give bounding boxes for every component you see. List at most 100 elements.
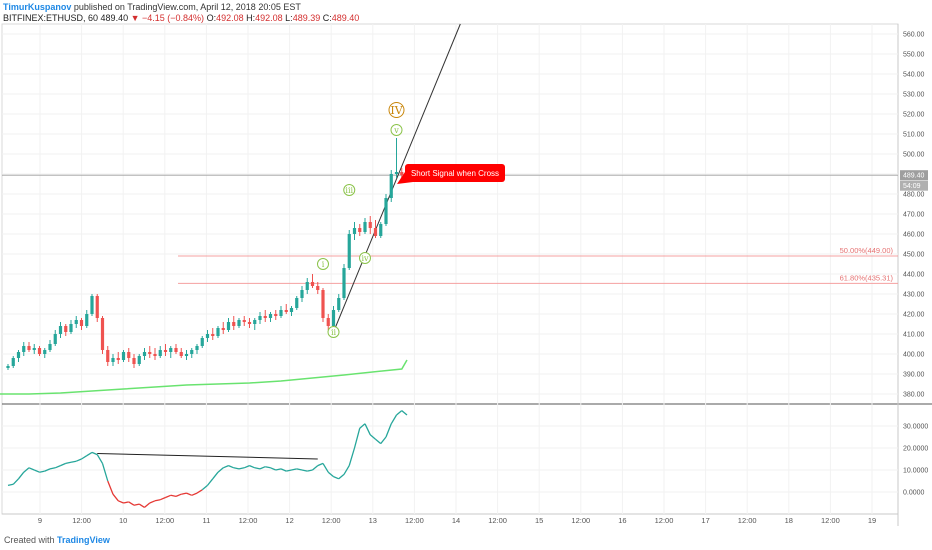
candle-body: [137, 356, 141, 364]
indicator-line-segment: [275, 468, 282, 471]
candle-body: [53, 334, 57, 344]
indicator-line-segment: [44, 468, 51, 472]
author-name[interactable]: TimurKuspanov: [3, 2, 72, 12]
price-tick-label: 420.00: [903, 312, 925, 319]
price-tick-label: 520.00: [903, 112, 925, 119]
x-tick-label: 13: [369, 516, 377, 525]
countdown-badge-text: 54:09: [903, 183, 921, 190]
x-tick-label: 12:00: [738, 516, 757, 525]
price-tick-label: 460.00: [903, 232, 925, 239]
fib-level-label: 61.80%(435.31): [840, 273, 894, 282]
indicator-line-segment: [375, 438, 382, 445]
candle-body: [116, 358, 120, 360]
callout-box: [405, 164, 505, 182]
indicator-line-segment: [369, 434, 376, 440]
indicator-line-segment: [81, 455, 88, 460]
indicator-line-segment: [170, 494, 177, 498]
wave-label-text: ii: [331, 328, 337, 337]
candle-body: [48, 344, 52, 350]
indicator-line-segment: [191, 492, 198, 496]
candle-body: [69, 324, 73, 332]
candle-body: [226, 322, 231, 330]
candle-body: [258, 316, 262, 320]
indicator-line-segment: [307, 469, 313, 472]
candle-body: [111, 358, 115, 362]
indicator-line-segment: [107, 480, 114, 495]
indicator-tick-label: 30.0000: [903, 424, 928, 431]
indicator-line-segment: [186, 492, 193, 496]
indicator-line-segment: [60, 462, 67, 467]
candle-body: [132, 358, 136, 364]
candle-body: [142, 352, 147, 356]
indicator-line-segment: [128, 501, 135, 506]
candle-body: [121, 352, 126, 360]
x-tick-label: 11: [203, 516, 211, 525]
symbol-label: BITFINEX:ETHUSD, 60: [3, 13, 99, 23]
indicator-line-segment: [401, 410, 408, 416]
candle-body: [268, 314, 273, 318]
candle-body: [342, 268, 346, 298]
candle-body: [169, 348, 173, 352]
ohlc-open: 492.08: [216, 13, 244, 23]
candle-body: [242, 320, 246, 322]
x-tick-label: 12:00: [571, 516, 590, 525]
price-tick-label: 530.00: [903, 92, 925, 99]
candle-body: [300, 290, 304, 298]
candle-body: [43, 350, 47, 354]
candle-body: [316, 286, 320, 290]
candle-body: [384, 198, 388, 224]
last-price-badge-text: 489.40: [903, 173, 925, 180]
indicator-line-segment: [23, 467, 30, 473]
indicator-line-segment: [159, 496, 166, 501]
x-tick-label: 12:00: [72, 516, 91, 525]
candle-body: [100, 318, 105, 350]
wave-label-circle: [327, 326, 340, 338]
indicator-line-segment: [138, 503, 145, 508]
indicator-line-segment: [327, 471, 334, 478]
indicator-line-segment: [390, 414, 398, 425]
candle-body: [253, 320, 257, 324]
candle-body: [79, 320, 84, 326]
moving-average-line: [0, 359, 408, 395]
indicator-line-segment: [133, 503, 140, 506]
candle-body: [64, 326, 68, 332]
callout-text: Short Signal when Cross: [411, 169, 499, 178]
indicator-line-segment: [49, 467, 56, 470]
indicator-line-segment: [39, 470, 45, 473]
candle-body: [216, 328, 220, 336]
candle-body: [211, 334, 215, 336]
indicator-line-segment: [75, 458, 82, 462]
indicator-line-segment: [144, 502, 151, 508]
ohlc-low: 489.39: [292, 13, 321, 23]
price-tick-label: 430.00: [903, 292, 925, 299]
ohlc-close: 489.40: [331, 13, 360, 23]
candle-body: [90, 296, 94, 314]
indicator-line-segment: [91, 451, 98, 456]
indicator-line-segment: [233, 467, 240, 470]
wave-label-circle: [359, 252, 371, 264]
candle-body: [95, 296, 99, 318]
candle-body: [373, 228, 378, 236]
tradingview-logo[interactable]: TradingView: [57, 535, 110, 545]
x-tick-label: 12:00: [488, 516, 507, 525]
indicator-line-segment: [33, 469, 40, 473]
candle-body: [347, 234, 351, 268]
indicator-line-segment: [254, 467, 261, 470]
indicator-line-segment: [165, 494, 172, 499]
indicator-line-segment: [149, 500, 156, 504]
candle-body: [179, 352, 183, 356]
indicator-line-segment: [112, 493, 119, 502]
indicator-line-segment: [380, 436, 387, 445]
x-tick-label: 17: [701, 516, 709, 525]
wave-label-text: v: [393, 126, 399, 135]
wave-label-text: iii: [345, 186, 353, 195]
indicator-line-segment: [7, 483, 14, 487]
price-tick-label: 390.00: [903, 372, 925, 379]
price-tick-label: 500.00: [903, 152, 925, 159]
x-tick-label: 12:00: [239, 516, 258, 525]
indicator-line-segment: [291, 468, 297, 471]
candle-body: [389, 174, 393, 198]
candle-body: [27, 346, 31, 350]
x-tick-label: 9: [38, 516, 42, 525]
